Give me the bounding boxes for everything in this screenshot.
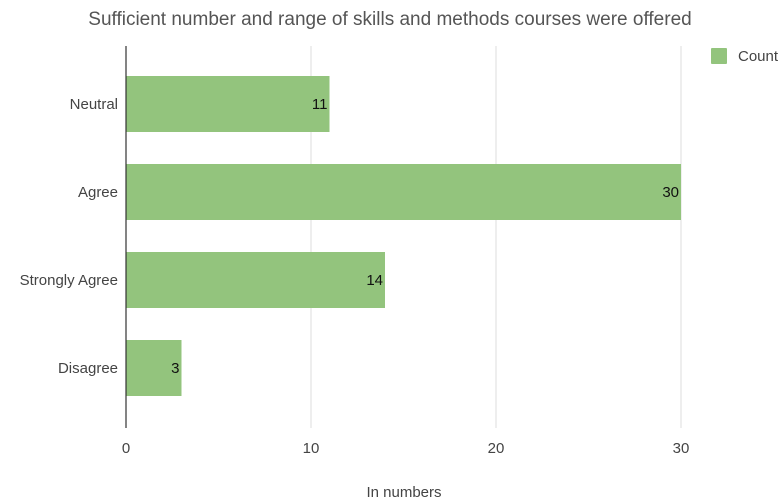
legend-swatch xyxy=(711,48,727,64)
bars: 11 30 14 3 xyxy=(126,76,681,396)
category-label: Neutral xyxy=(70,96,118,113)
legend-label: Count xyxy=(738,48,779,65)
gridlines xyxy=(310,46,682,428)
data-label: 14 xyxy=(366,272,383,289)
x-axis-tick-labels: 0 10 20 30 xyxy=(122,440,690,457)
category-label: Disagree xyxy=(58,360,118,377)
data-label: 11 xyxy=(312,96,328,113)
y-axis-labels: Neutral Agree Strongly Agree Disagree xyxy=(20,96,118,377)
category-label: Agree xyxy=(78,184,118,201)
x-tick-label: 30 xyxy=(673,440,690,457)
data-label: 30 xyxy=(662,184,679,201)
bar xyxy=(126,76,330,132)
x-axis-title: In numbers xyxy=(366,484,441,501)
bar xyxy=(126,340,182,396)
bar xyxy=(126,164,681,220)
x-tick-label: 10 xyxy=(303,440,320,457)
chart-title: Sufficient number and range of skills an… xyxy=(88,9,691,30)
legend: Count xyxy=(711,48,779,65)
x-tick-label: 20 xyxy=(488,440,505,457)
bar xyxy=(126,252,385,308)
x-tick-label: 0 xyxy=(122,440,130,457)
category-label: Strongly Agree xyxy=(20,272,118,289)
data-label: 3 xyxy=(171,360,179,377)
